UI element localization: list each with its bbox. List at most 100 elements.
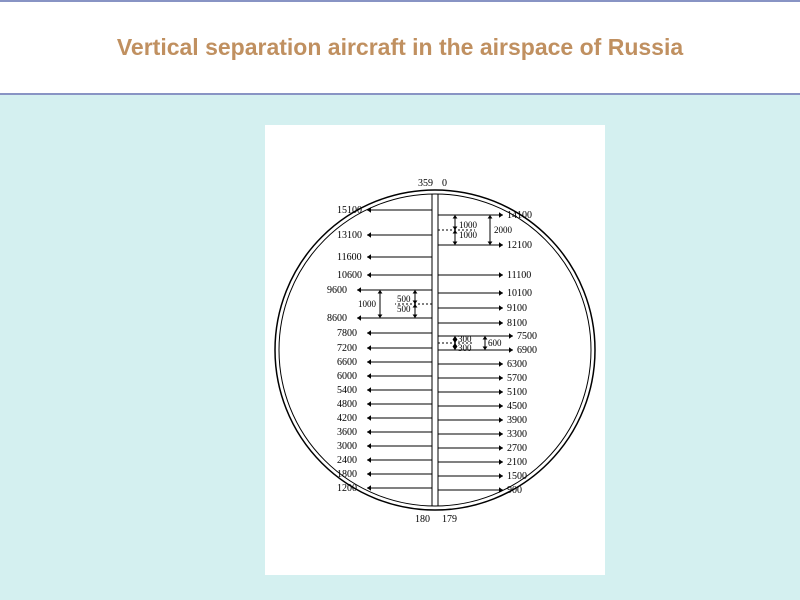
page-root: Vertical separation aircraft in the airs… [0, 0, 800, 600]
arrowhead-icon [453, 242, 458, 246]
level-label: 5400 [337, 385, 357, 396]
level-label: 6600 [337, 357, 357, 368]
arrowhead-icon [367, 429, 371, 435]
sep-label: 300 [458, 343, 472, 353]
level-label: 6300 [507, 359, 527, 370]
arrowhead-icon [367, 330, 371, 336]
level-label: 7200 [337, 343, 357, 354]
arrowhead-icon [367, 254, 371, 260]
level-label: 3000 [337, 441, 357, 452]
compass-label: 0 [442, 178, 447, 189]
arrowhead-icon [499, 445, 503, 451]
level-label: 3900 [507, 415, 527, 426]
arrowhead-icon [499, 459, 503, 465]
arrowhead-icon [357, 287, 361, 293]
sep-label: 1000 [459, 220, 478, 230]
arrowhead-icon [453, 227, 458, 231]
arrowhead-icon [367, 471, 371, 477]
sep-label: 1000 [459, 230, 478, 240]
level-label: 900 [507, 485, 522, 496]
arrowhead-icon [367, 415, 371, 421]
level-label: 9600 [327, 285, 347, 296]
level-label: 11100 [507, 270, 531, 281]
sep-label: 600 [488, 338, 502, 348]
arrowhead-icon [413, 290, 418, 294]
compass-label: 179 [442, 514, 457, 525]
arrowhead-icon [413, 315, 418, 319]
arrowhead-icon [367, 232, 371, 238]
arrowhead-icon [453, 343, 458, 347]
arrowhead-icon [499, 417, 503, 423]
sep-label: 2000 [494, 225, 513, 235]
arrowhead-icon [499, 389, 503, 395]
level-label: 1200 [337, 483, 357, 494]
level-label: 5100 [507, 387, 527, 398]
arrowhead-icon [499, 487, 503, 493]
compass-inner-circle [279, 194, 591, 506]
arrowhead-icon [488, 242, 493, 246]
arrowhead-icon [499, 290, 503, 296]
arrowhead-icon [367, 443, 371, 449]
level-label: 2100 [507, 457, 527, 468]
sep-label: 500 [397, 304, 411, 314]
arrowhead-icon [453, 347, 458, 351]
arrowhead-icon [488, 215, 493, 219]
level-label: 3300 [507, 429, 527, 440]
sep-label: 500 [397, 294, 411, 304]
content-area: 3590180179151001310011600106009600860078… [0, 95, 800, 600]
level-label: 7800 [337, 328, 357, 339]
arrowhead-icon [378, 315, 383, 319]
arrowhead-icon [367, 345, 371, 351]
arrowhead-icon [499, 212, 503, 218]
arrowhead-icon [453, 336, 458, 340]
arrowhead-icon [453, 340, 458, 344]
level-label: 3600 [337, 427, 357, 438]
arrowhead-icon [499, 403, 503, 409]
level-label: 2400 [337, 455, 357, 466]
level-label: 7500 [517, 331, 537, 342]
arrowhead-icon [483, 347, 488, 351]
compass-label: 180 [415, 514, 430, 525]
arrowhead-icon [367, 359, 371, 365]
level-label: 12100 [507, 240, 532, 251]
arrowhead-icon [499, 473, 503, 479]
arrowhead-icon [453, 230, 458, 234]
arrowhead-icon [367, 272, 371, 278]
level-label: 11600 [337, 252, 362, 263]
arrowhead-icon [499, 305, 503, 311]
arrowhead-icon [367, 387, 371, 393]
level-label: 15100 [337, 205, 362, 216]
arrowhead-icon [367, 207, 371, 213]
arrowhead-icon [509, 333, 513, 339]
arrowhead-icon [413, 304, 418, 308]
arrowhead-icon [483, 336, 488, 340]
level-label: 13100 [337, 230, 362, 241]
level-label: 1800 [337, 469, 357, 480]
level-label: 8100 [507, 318, 527, 329]
diagram-container: 3590180179151001310011600106009600860078… [265, 125, 605, 575]
level-label: 1500 [507, 471, 527, 482]
arrowhead-icon [367, 485, 371, 491]
level-label: 4500 [507, 401, 527, 412]
arrowhead-icon [499, 361, 503, 367]
level-label: 8600 [327, 313, 347, 324]
arrowhead-icon [509, 347, 513, 353]
level-label: 6000 [337, 371, 357, 382]
level-label: 4200 [337, 413, 357, 424]
level-label: 4800 [337, 399, 357, 410]
sep-label: 1000 [358, 299, 377, 309]
level-label: 6900 [517, 345, 537, 356]
arrowhead-icon [413, 301, 418, 305]
arrowhead-icon [499, 375, 503, 381]
arrowhead-icon [367, 373, 371, 379]
separation-diagram: 3590180179151001310011600106009600860078… [265, 125, 605, 575]
title-bar: Vertical separation aircraft in the airs… [0, 0, 800, 95]
arrowhead-icon [499, 320, 503, 326]
arrowhead-icon [453, 215, 458, 219]
level-label: 9100 [507, 303, 527, 314]
level-label: 5700 [507, 373, 527, 384]
page-title: Vertical separation aircraft in the airs… [117, 34, 683, 61]
arrowhead-icon [367, 457, 371, 463]
compass-label: 359 [418, 178, 433, 189]
level-label: 10100 [507, 288, 532, 299]
